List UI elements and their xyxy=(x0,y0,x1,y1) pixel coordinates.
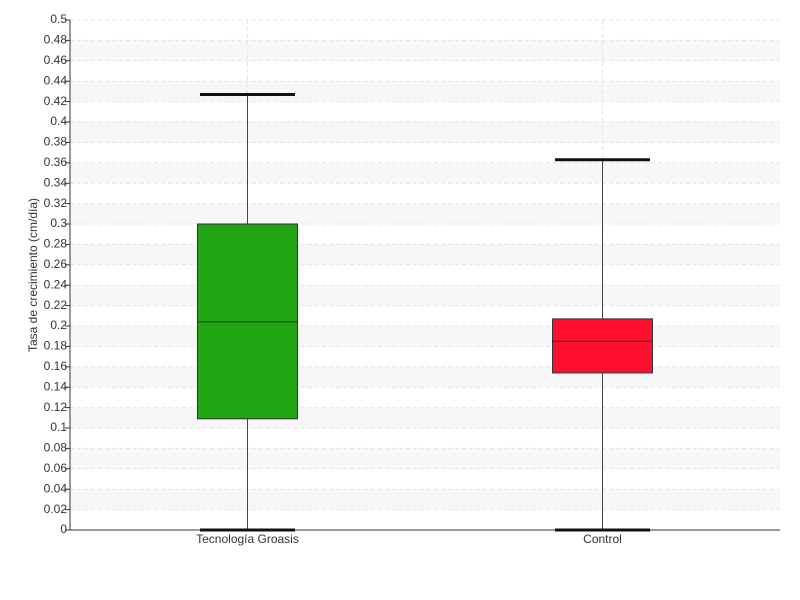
y-tick-label: 0.16 xyxy=(44,359,68,373)
grid-band xyxy=(70,122,780,143)
grid-band xyxy=(70,326,780,347)
y-tick-label: 0.08 xyxy=(44,441,68,455)
y-axis-label: Tasa de crecimiento (cm/día) xyxy=(26,198,40,352)
grid-band xyxy=(70,162,780,184)
y-tick-label: 0.14 xyxy=(44,379,68,393)
y-tick-label: 0.44 xyxy=(44,73,68,87)
y-tick-label: 0.22 xyxy=(44,298,68,312)
y-tick-label: 0.2 xyxy=(50,318,67,332)
grid-band xyxy=(70,40,780,61)
y-tick-label: 0.42 xyxy=(44,94,68,108)
grid-band xyxy=(70,81,780,102)
grid-band xyxy=(70,448,780,469)
y-tick-label: 0.4 xyxy=(50,114,67,128)
y-tick-label: 0.34 xyxy=(44,175,68,189)
box xyxy=(552,318,653,374)
y-tick-label: 0.12 xyxy=(44,400,68,414)
grid-band xyxy=(70,285,780,306)
y-tick-label: 0.48 xyxy=(44,33,68,47)
grid-band xyxy=(70,407,780,428)
grid-band xyxy=(70,244,780,265)
x-tick-label: Control xyxy=(583,532,622,546)
y-tick-label: 0 xyxy=(60,522,67,536)
grid-band xyxy=(70,366,780,388)
y-tick-label: 0.24 xyxy=(44,277,68,291)
y-tick-label: 0.26 xyxy=(44,257,68,271)
x-tick-label: Tecnología Groasis xyxy=(196,532,299,546)
box xyxy=(197,223,298,420)
y-tick-label: 0.38 xyxy=(44,135,68,149)
y-tick-label: 0.28 xyxy=(44,237,68,251)
y-tick-label: 0.04 xyxy=(44,481,68,495)
grid-band xyxy=(70,489,780,510)
y-tick-label: 0.06 xyxy=(44,461,68,475)
grid-band xyxy=(70,203,780,224)
y-tick-label: 0.32 xyxy=(44,196,68,210)
y-tick-label: 0.1 xyxy=(50,420,67,434)
y-tick-label: 0.5 xyxy=(50,12,67,26)
y-tick-label: 0.3 xyxy=(50,216,67,230)
y-tick-label: 0.02 xyxy=(44,502,68,516)
y-tick-label: 0.18 xyxy=(44,339,68,353)
y-tick-label: 0.36 xyxy=(44,155,68,169)
y-tick-label: 0.46 xyxy=(44,53,68,67)
